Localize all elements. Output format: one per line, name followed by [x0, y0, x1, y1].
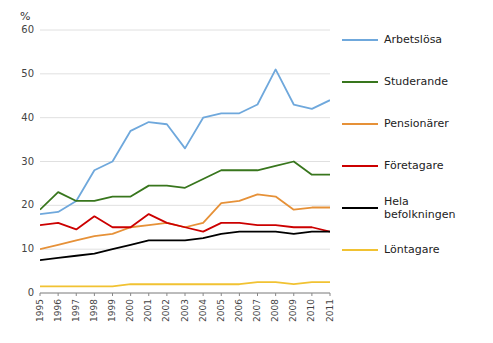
legend-label-line: Hela — [384, 195, 409, 208]
x-tick — [166, 293, 167, 296]
legend-swatch — [342, 207, 378, 209]
x-tick-label: 1997 — [71, 299, 81, 322]
x-tick — [311, 293, 312, 296]
x-tick — [112, 293, 113, 296]
x-tick — [239, 293, 240, 296]
x-tick — [76, 293, 77, 296]
lines — [40, 69, 330, 286]
x-tick-label: 2004 — [198, 299, 208, 322]
x-tick-label: 2010 — [306, 299, 316, 322]
x-tick-label: 1996 — [53, 299, 63, 322]
y-grid — [40, 30, 330, 293]
x-tick — [330, 293, 331, 296]
legend-label: Löntagare — [384, 243, 440, 256]
legend-label-line: Studerande — [384, 75, 448, 88]
x-tick — [148, 293, 149, 296]
grid-line — [40, 117, 330, 118]
x-tick-label: 1999 — [107, 299, 117, 322]
series-line — [40, 214, 330, 232]
x-tick — [293, 293, 294, 296]
x-tick — [221, 293, 222, 296]
x-tick — [58, 293, 59, 296]
x-tick — [130, 293, 131, 296]
x-tick — [185, 293, 186, 296]
x-tick — [40, 293, 41, 296]
legend-label: Studerande — [384, 75, 448, 88]
legend-label-line: befolkningen — [384, 208, 456, 221]
legend-label-line: Löntagare — [384, 243, 440, 256]
x-tick-label: 1995 — [35, 299, 45, 322]
x-tick — [257, 293, 258, 296]
x-tick-label: 2007 — [252, 299, 262, 322]
x-tick — [275, 293, 276, 296]
x-tick — [203, 293, 204, 296]
chart: 0 10 20 30 40 50 60% 1995 1996 1997 1998 1999 2000 20… — [0, 0, 493, 343]
legend-swatch — [342, 165, 378, 167]
x-tick — [94, 293, 95, 296]
grid-line — [40, 161, 330, 162]
grid-line — [40, 73, 330, 74]
x-tick-label: 2003 — [180, 299, 190, 322]
legend-label: Helabefolkningen — [384, 195, 456, 221]
y-tick-label: 0 — [28, 287, 34, 298]
y-tick-label: 30 — [21, 156, 34, 167]
legend-swatch — [342, 249, 378, 251]
legend-label-line: Företagare — [384, 159, 444, 172]
x-tick-label: 2002 — [161, 299, 171, 322]
legend-swatch — [342, 123, 378, 125]
y-tick-label: 50 — [21, 68, 34, 79]
x-tick-label: 2006 — [234, 299, 244, 322]
grid-line — [40, 249, 330, 250]
legend-swatch — [342, 81, 378, 83]
y-tick-label: 40 — [21, 112, 34, 123]
legend-label: Pensionärer — [384, 117, 449, 130]
legend-label-line: Arbetslösa — [384, 33, 442, 46]
legend-label: Företagare — [384, 159, 444, 172]
x-tick-label: 1998 — [89, 299, 99, 322]
series-line — [40, 282, 330, 286]
y-tick-label: 20 — [21, 199, 34, 210]
x-tick-label: 2001 — [143, 299, 153, 322]
y-tick-label: 60 — [21, 24, 34, 35]
x-tick-label: 2000 — [125, 299, 135, 322]
series-line — [40, 162, 330, 210]
series-line — [40, 69, 330, 214]
legend-swatch — [342, 39, 378, 41]
x-tick-label: 2008 — [270, 299, 280, 322]
legend-label-line: Pensionärer — [384, 117, 449, 130]
y-axis-label: % — [20, 10, 30, 23]
grid-line — [40, 30, 330, 31]
x-tick-label: 2005 — [216, 299, 226, 322]
x-tick-label: 2009 — [288, 299, 298, 322]
y-tick-label: 10 — [21, 243, 34, 254]
legend-label: Arbetslösa — [384, 33, 442, 46]
legend: Arbetslösa Studerande Pensionärer Företagar… — [342, 33, 456, 256]
series-line — [40, 232, 330, 261]
x-tick-label: 2011 — [325, 299, 335, 322]
